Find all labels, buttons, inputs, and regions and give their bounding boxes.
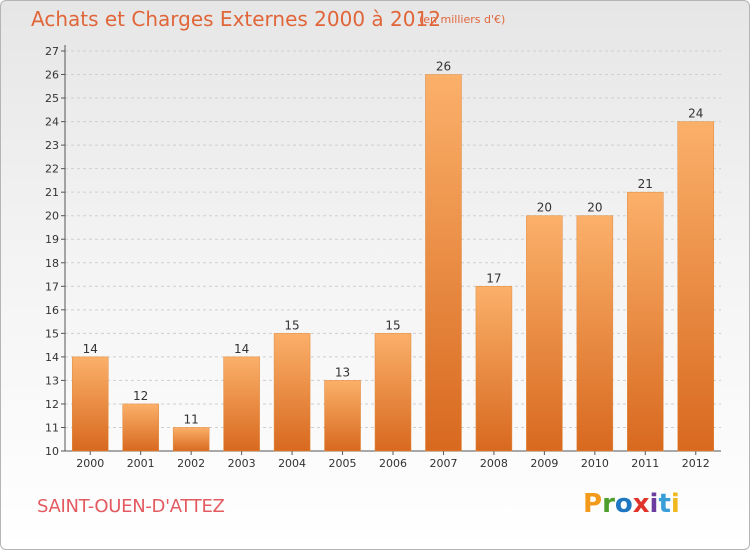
bar — [374, 333, 412, 452]
data-label: 12 — [133, 389, 148, 403]
y-tick-label: 12 — [45, 398, 59, 411]
logo-letter: x — [632, 489, 650, 519]
data-label: 14 — [234, 342, 249, 356]
y-tick-label: 26 — [45, 69, 59, 82]
bar — [273, 333, 311, 452]
logo-letter: P — [583, 489, 603, 519]
bar — [324, 380, 361, 452]
proxiti-logo[interactable]: Proxiti — [583, 489, 680, 519]
bar — [122, 403, 159, 452]
bars — [71, 74, 715, 452]
bar — [172, 427, 210, 452]
x-tick-label: 2012 — [682, 457, 710, 470]
y-tick-label: 17 — [45, 280, 59, 293]
logo-letter: i — [670, 489, 680, 519]
data-label: 24 — [688, 107, 703, 121]
y-tick-label: 18 — [45, 257, 59, 270]
x-tick-label: 2011 — [631, 457, 659, 470]
commune-name: SAINT-OUEN-D'ATTEZ — [37, 496, 225, 517]
x-tick-label: 2000 — [76, 457, 104, 470]
bar — [576, 215, 614, 452]
data-label: 13 — [335, 365, 350, 379]
y-tick-label: 16 — [45, 304, 59, 317]
x-tick-label: 2009 — [530, 457, 558, 470]
data-label: 14 — [83, 342, 98, 356]
data-label: 20 — [537, 201, 552, 215]
y-tick-label: 24 — [45, 116, 59, 129]
y-tick-label: 11 — [45, 421, 59, 434]
data-label: 15 — [284, 318, 299, 332]
data-label: 26 — [436, 60, 451, 74]
logo-letter: i — [649, 489, 659, 519]
bar — [627, 191, 664, 452]
y-tick-label: 13 — [45, 374, 59, 387]
data-label: 11 — [184, 412, 199, 426]
bar — [223, 356, 260, 452]
data-label: 21 — [638, 177, 653, 191]
y-tick-label: 22 — [45, 163, 59, 176]
chart-title: Achats et Charges Externes 2000 à 2012 — [31, 7, 441, 31]
y-tick-label: 14 — [45, 351, 59, 364]
y-tick-label: 27 — [45, 45, 59, 58]
logo-letter: o — [614, 489, 633, 519]
x-tick-label: 2005 — [329, 457, 357, 470]
x-tick-label: 2001 — [127, 457, 155, 470]
bar — [677, 121, 715, 452]
data-label: 20 — [587, 201, 602, 215]
x-tick-label: 2003 — [228, 457, 256, 470]
logo-letter: t — [658, 489, 671, 519]
x-tick-label: 2002 — [177, 457, 205, 470]
y-tick-label: 21 — [45, 186, 59, 199]
y-tick-label: 25 — [45, 92, 59, 105]
logo-letter: r — [602, 489, 615, 519]
bar — [71, 356, 109, 452]
x-tick-label: 2004 — [278, 457, 306, 470]
data-label: 15 — [385, 318, 400, 332]
y-tick-label: 15 — [45, 327, 59, 340]
y-tick-label: 10 — [45, 445, 59, 458]
x-tick-label: 2007 — [429, 457, 457, 470]
bar — [475, 286, 513, 452]
chart-unit: (en milliers d'€) — [419, 13, 506, 26]
data-labels: 14 12 11 14 15 13 15 26 17 20 20 21 24 — [83, 60, 704, 427]
x-tick-label: 2006 — [379, 457, 407, 470]
x-tick-label: 2008 — [480, 457, 508, 470]
y-tick-label: 20 — [45, 210, 59, 223]
y-tick-label: 19 — [45, 233, 59, 246]
bar — [425, 74, 462, 452]
x-tick-label: 2010 — [581, 457, 609, 470]
y-tick-label: 23 — [45, 139, 59, 152]
data-label: 17 — [486, 271, 501, 285]
axes: 10 11 12 13 14 15 16 17 18 19 20 21 22 23 24 25 26 27 2000… — [45, 45, 721, 470]
bar — [526, 215, 563, 452]
